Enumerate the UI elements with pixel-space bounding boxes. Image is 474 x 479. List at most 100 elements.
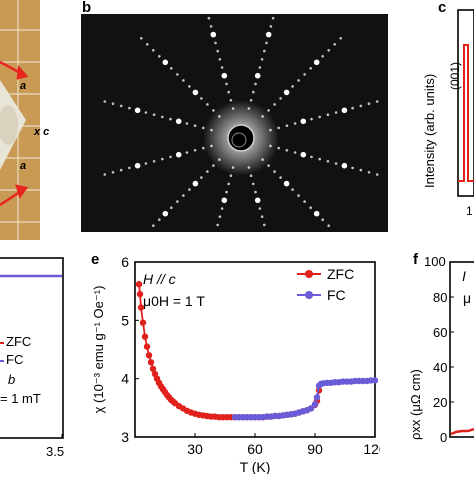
panel-d-frame	[0, 257, 64, 439]
bragg-spot	[367, 102, 371, 105]
panel-f-ytick-0: 0	[440, 430, 448, 445]
panel-f-ytick-60: 60	[433, 325, 448, 340]
bragg-spot	[161, 157, 164, 161]
bragg-spot	[249, 99, 253, 102]
bragg-spot	[326, 160, 330, 163]
bragg-spot	[303, 200, 306, 203]
bragg-spot	[285, 124, 289, 127]
panel-f-partial-label-1: I	[462, 268, 466, 284]
bragg-spot	[128, 106, 131, 110]
bragg-spot	[283, 180, 290, 187]
annotation-field-strength: μ0H = 1 T	[143, 293, 205, 309]
bragg-spot	[313, 59, 320, 66]
bragg-spot	[231, 107, 235, 110]
bragg-spot	[293, 122, 297, 125]
bragg-spot	[193, 149, 197, 152]
bragg-spot	[283, 89, 290, 96]
y-tick-label: 5	[121, 312, 129, 328]
bragg-spot	[367, 171, 371, 174]
bragg-spot	[169, 117, 172, 121]
panel-f-plot	[400, 250, 474, 474]
bragg-spot	[359, 168, 363, 172]
bragg-spot	[263, 49, 266, 53]
bragg-spot	[277, 126, 280, 130]
bragg-spot	[247, 107, 251, 110]
panel-c-plot	[428, 0, 474, 240]
bragg-spot	[176, 73, 179, 76]
photo-label-a2: a	[20, 160, 27, 172]
data-point-fc	[307, 405, 315, 412]
panel-c-frame	[457, 9, 474, 197]
data-point-zfc	[143, 343, 151, 350]
bragg-spot	[218, 215, 222, 218]
bragg-spot	[175, 151, 182, 158]
panel-d-annotation-1: b	[8, 372, 16, 387]
bragg-spot	[221, 72, 228, 79]
bragg-spot	[119, 104, 123, 108]
panel-d-plot	[0, 250, 70, 450]
bragg-spot	[273, 103, 276, 106]
bragg-spot	[202, 146, 205, 150]
bragg-spot	[267, 164, 270, 167]
bragg-spot	[185, 151, 189, 154]
bragg-spot	[188, 188, 191, 191]
bragg-spot	[216, 223, 219, 227]
bragg-spot	[265, 41, 268, 45]
legend-marker-zfc	[305, 270, 313, 278]
bragg-spot	[359, 104, 363, 108]
bragg-spot	[229, 174, 233, 177]
bragg-spot	[277, 146, 280, 150]
data-point-fc	[371, 377, 379, 384]
bragg-spot	[260, 215, 264, 218]
y-tick-label: 4	[121, 371, 129, 387]
bragg-spot	[339, 37, 343, 40]
panel-f-ytick-20: 20	[433, 395, 448, 410]
bragg-spot	[334, 162, 338, 165]
panel-d-legend-zfc: ZFC	[6, 334, 32, 349]
bragg-spot	[225, 190, 228, 194]
panel-c-ylabel: Intensity (arb. units)	[422, 73, 437, 188]
bragg-spot	[103, 173, 107, 176]
panel-f-frame	[449, 261, 474, 438]
y-tick-label: 6	[121, 254, 129, 270]
beam-stop	[227, 124, 255, 152]
bragg-spot	[161, 115, 164, 119]
data-point-fc	[311, 401, 319, 408]
bragg-spot	[162, 59, 169, 66]
bragg-spot	[269, 144, 272, 148]
bragg-spot	[291, 85, 294, 88]
diffraction-pattern	[103, 16, 379, 227]
bragg-spot	[273, 170, 276, 173]
legend-label-zfc: ZFC	[327, 266, 354, 282]
bragg-spot	[170, 206, 173, 209]
bragg-spot	[185, 122, 189, 125]
x-tick-label: 30	[187, 441, 203, 457]
y-tick-label: 3	[121, 429, 129, 445]
bragg-spot	[267, 109, 270, 112]
bragg-spot	[111, 171, 115, 174]
bragg-spot	[207, 16, 211, 20]
bragg-spot	[175, 118, 182, 125]
bragg-spot	[182, 194, 185, 197]
panel-letter-f: f	[413, 251, 418, 268]
bragg-spot	[351, 166, 354, 170]
bragg-spot	[279, 97, 282, 100]
x-tick-label: 60	[247, 441, 263, 457]
panel-c-peak	[458, 44, 474, 182]
bragg-spot	[206, 170, 209, 173]
panel-e-chart: 3 4 5 6 30 60 90 120 T (K) χ (10⁻³ emu g⁻¹ Oe⁻¹) H…	[91, 254, 380, 474]
bragg-spot	[313, 210, 320, 217]
bragg-spot	[321, 218, 324, 221]
annotation-field-direction: H // c	[143, 271, 176, 287]
bragg-spot	[170, 67, 173, 70]
x-tick-label: 90	[307, 441, 323, 457]
bragg-spot	[212, 109, 215, 112]
bragg-spot	[297, 79, 300, 82]
panel-f-ylabel: ρxx (μΩ cm)	[408, 369, 423, 440]
bragg-spot	[231, 166, 235, 169]
panel-letter-c: c	[438, 0, 447, 16]
bragg-spot	[225, 82, 228, 86]
bragg-spot	[293, 151, 297, 154]
bragg-spot	[152, 113, 156, 116]
bragg-spot	[111, 102, 115, 105]
